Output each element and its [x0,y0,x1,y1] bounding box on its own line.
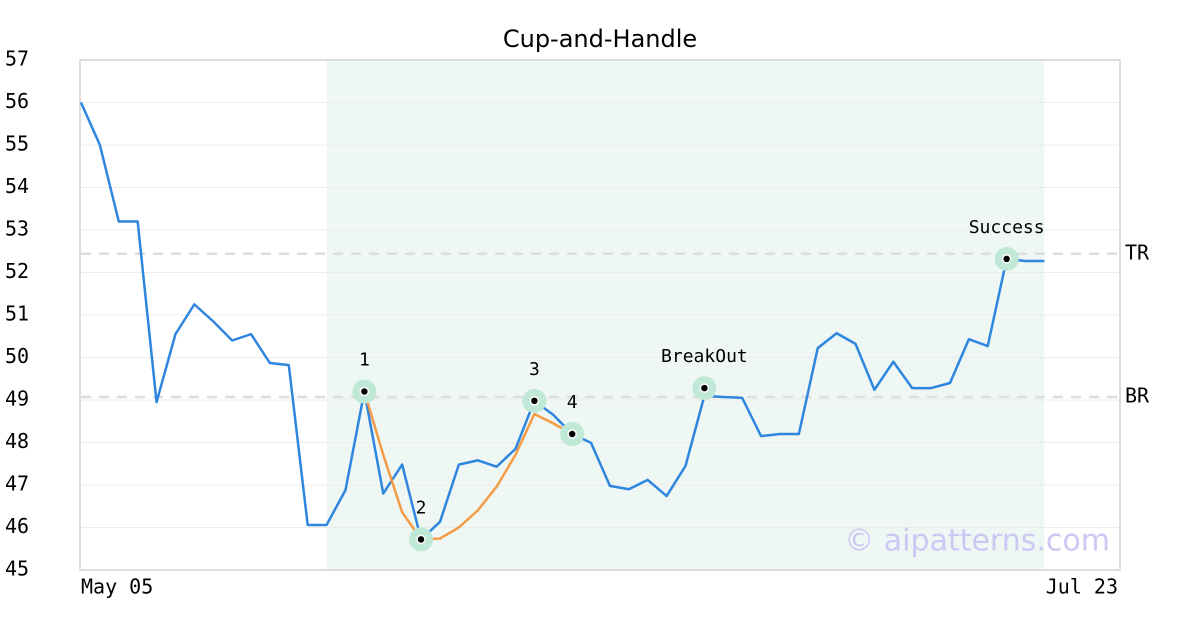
y-tick-label: 53 [5,217,29,241]
annotation-label: 4 [567,392,578,413]
annotation-label: BreakOut [661,346,748,367]
annotation-point [359,386,370,397]
y-tick-label: 50 [5,344,29,368]
y-tick-label: 57 [5,47,29,71]
y-tick-label: 51 [5,302,29,326]
series-line [79,101,1045,541]
level-label: BR [1125,384,1150,408]
y-tick-label: 52 [5,259,29,283]
annotation-point [699,383,710,393]
level-label: TR [1125,240,1150,264]
y-tick-label: 56 [5,89,29,113]
annotation-point [567,429,577,439]
annotation-label: 2 [416,497,427,518]
x-tick-label: Jul 23 [1046,575,1118,599]
annotation-point [529,396,540,406]
series-line [363,391,573,541]
annotation-label: 3 [529,359,540,380]
chart-title: Cup-and-Handle [503,25,697,53]
y-tick-label: 49 [5,387,29,411]
annotation-point [416,534,426,545]
y-tick-label: 46 [5,514,29,538]
y-tick-label: 55 [5,132,29,156]
y-tick-label: 47 [5,472,29,496]
y-tick-label: 54 [5,174,29,198]
plot-frame [79,59,1121,571]
annotation-label: 1 [359,350,370,371]
watermark: © aipatterns.com [844,524,1110,559]
y-tick-label: 48 [5,429,29,453]
annotation-point [1001,254,1012,264]
x-tick-label: May 05 [81,575,153,599]
annotation-label: Success [969,217,1045,238]
y-tick-label: 45 [5,557,29,581]
